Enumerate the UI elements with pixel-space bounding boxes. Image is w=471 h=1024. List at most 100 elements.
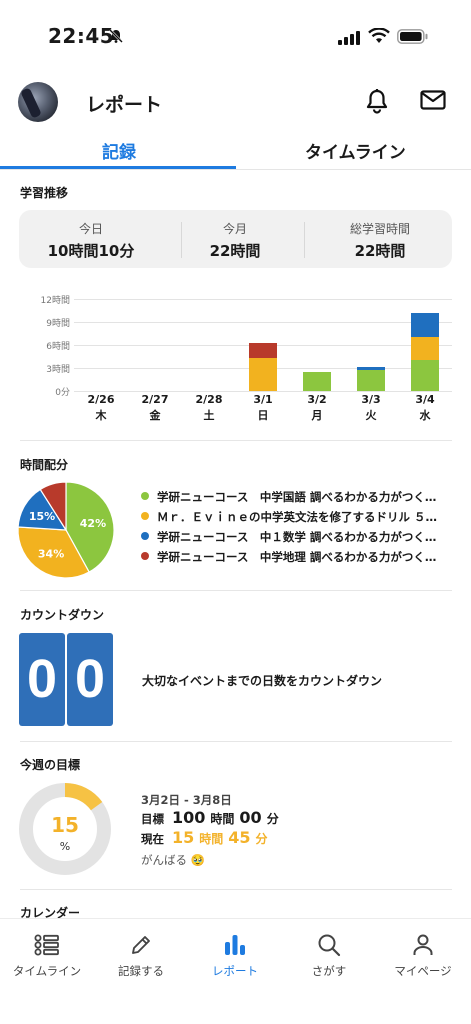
notification-bell-icon[interactable] [365, 88, 389, 118]
bar-segment [249, 342, 277, 359]
nav-report[interactable]: レポート [188, 931, 282, 979]
countdown-digit[interactable]: 0 [19, 633, 65, 726]
goal-current-label: 現在 [141, 832, 164, 846]
x-tick-weekday: 木 [95, 409, 107, 422]
summary-month: 今月 22時間 [163, 210, 307, 268]
search-icon [282, 931, 376, 959]
study-trend-title: 学習推移 [20, 186, 69, 200]
countdown-description: 大切なイベントまでの日数をカウントダウン [142, 674, 383, 688]
wifi-icon [368, 27, 390, 48]
countdown-digit[interactable]: 0 [67, 633, 113, 726]
goal-current-hours: 15 [172, 828, 195, 847]
person-icon [376, 931, 470, 959]
tab-timeline[interactable]: タイムライン [305, 143, 406, 163]
summary-month-label: 今月 [222, 222, 247, 236]
nav-search[interactable]: さがす [282, 931, 376, 979]
tab-bar: 記録 タイムライン [0, 130, 471, 170]
silent-bell-icon [108, 28, 124, 48]
legend-label: Ｍｒ．Ｅｖｉｎｅの中学英文法を修了するドリル ５… [157, 510, 438, 524]
summary-total-label: 総学習時間 [349, 222, 410, 236]
weekly-goal-title: 今週の目標 [20, 758, 81, 772]
x-tick-date: 2/28 [195, 393, 223, 406]
battery-icon [397, 29, 429, 48]
minute-unit: 分 [255, 832, 268, 846]
x-tick-weekday: 金 [149, 409, 161, 422]
summary-month-value: 22時間 [209, 242, 261, 260]
bar-segment [411, 336, 439, 360]
legend-label: 学研ニューコース 中学地理 調べるわかる力がつく… [157, 550, 437, 564]
time-allocation-title: 時間配分 [20, 458, 69, 472]
y-tick-label: 3時間 [46, 365, 70, 375]
section-divider [20, 590, 452, 591]
legend-item: 学研ニューコース 中学地理 調べるわかる力がつく… [141, 549, 451, 565]
legend-label: 学研ニューコース 中１数学 調べるわかる力がつく… [157, 530, 437, 544]
status-bar: 22:45 [0, 0, 471, 70]
pie-slice [17, 526, 90, 579]
legend-color-dot [141, 532, 149, 540]
nav-mypage[interactable]: マイページ [376, 931, 470, 979]
app-header: レポート [0, 78, 471, 126]
legend-color-dot [141, 512, 149, 520]
time-allocation-pie-chart: 42% 34% 15% [17, 481, 115, 579]
countdown-title: カウントダウン [20, 608, 105, 622]
summary-divider [304, 222, 305, 258]
avatar[interactable] [18, 82, 58, 122]
legend-item: 学研ニューコース 中学国語 調べるわかる力がつく… [141, 489, 451, 505]
x-tick-date: 3/2 [307, 393, 327, 406]
bar-segment [357, 369, 385, 391]
hour-unit: 時間 [210, 812, 235, 826]
legend-color-dot [141, 552, 149, 560]
summary-today: 今日 10時間10分 [19, 210, 163, 268]
legend-item: 学研ニューコース 中１数学 調べるわかる力がつく… [141, 529, 451, 545]
x-tick-weekday: 土 [203, 409, 215, 422]
summary-today-label: 今日 [78, 222, 103, 236]
summary-total: 総学習時間 22時間 [308, 210, 452, 268]
nav-label: さがす [311, 964, 347, 978]
nav-timeline[interactable]: タイムライン [0, 931, 94, 979]
tab-record[interactable]: 記録 [102, 143, 136, 163]
weekly-goal-progress-ring: 15 % [19, 783, 111, 875]
hour-unit: 時間 [199, 832, 224, 846]
bar-segment [249, 358, 277, 391]
nav-label: タイムライン [12, 964, 82, 978]
study-summary-card: 今日 10時間10分 今月 22時間 総学習時間 22時間 [19, 210, 452, 268]
minute-unit: 分 [266, 812, 279, 826]
cellular-signal-icon [338, 30, 360, 49]
nav-label: マイページ [394, 964, 452, 978]
x-tick-weekday: 日 [257, 409, 269, 422]
x-tick-weekday: 水 [419, 409, 431, 422]
goal-date-range: 3月2日 - 3月8日 [141, 793, 232, 807]
bottom-navigation: タイムライン 記録する レポート さがす マイページ [0, 918, 471, 1024]
summary-total-value: 22時間 [354, 242, 406, 260]
goal-target-minutes: 00 [239, 808, 262, 827]
study-trend-bar-chart: 12時間 9時間 6時間 3時間 0分 2/26 木 2/27 金 2/28 土 3/1 日 3/2 月 3/… [0, 288, 471, 428]
nav-record[interactable]: 記録する [94, 931, 188, 979]
page-title: レポート [86, 94, 163, 116]
goal-percent-value: 15 [51, 813, 79, 837]
y-tick-label: 6時間 [46, 342, 70, 352]
goal-percent-unit: % [60, 840, 70, 853]
status-time: 22:45 [48, 24, 115, 48]
section-divider [20, 889, 452, 890]
mail-icon[interactable] [420, 90, 446, 114]
list-icon [0, 931, 94, 959]
pie-slice [65, 481, 115, 573]
pie-slice-label: 42% [80, 517, 106, 530]
bar-segment [411, 312, 439, 337]
active-tab-indicator [0, 166, 236, 169]
y-tick-label: 9時間 [46, 319, 70, 329]
bar-segment [303, 371, 331, 391]
goal-current-minutes: 45 [228, 828, 251, 847]
y-tick-label: 0分 [55, 388, 70, 398]
goal-target-hours: 100 [172, 808, 206, 827]
section-divider [20, 741, 452, 742]
pie-slice-label: 15% [29, 510, 55, 523]
bar-segment [357, 367, 385, 370]
legend-color-dot [141, 492, 149, 500]
nav-label: レポート [212, 964, 258, 978]
calendar-title: カレンダー [20, 906, 81, 920]
goal-cheer-text: がんばる 🥹 [141, 853, 205, 867]
chart-gridline [74, 391, 452, 392]
pie-slice [39, 481, 67, 533]
bar-chart-icon [188, 931, 282, 959]
